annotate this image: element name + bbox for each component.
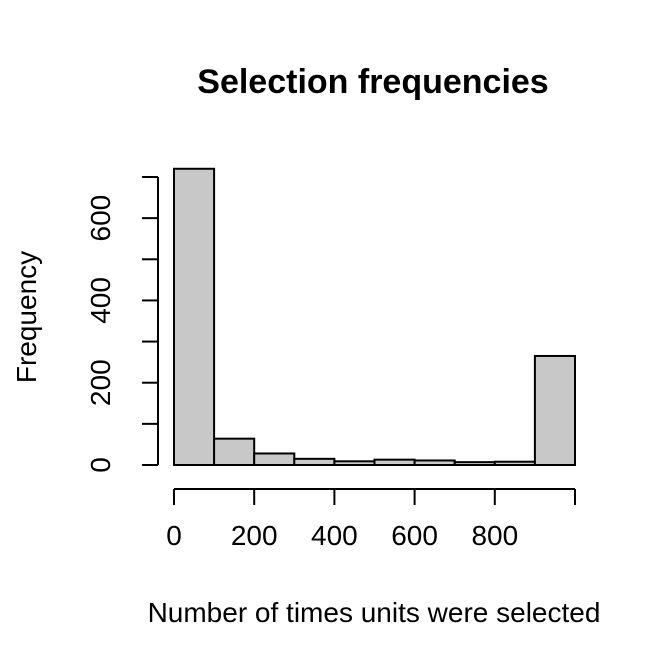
histogram-bar-1 — [213, 437, 256, 467]
x-tick-label: 400 — [311, 520, 358, 551]
histogram-bar-7 — [453, 461, 496, 466]
histogram-bar-9 — [533, 354, 577, 467]
x-tick-label: 200 — [231, 520, 278, 551]
histogram-bar-3 — [293, 457, 336, 467]
histogram-bar-2 — [253, 452, 296, 467]
x-axis: 0 200 400 600 800 — [166, 488, 576, 551]
y-axis-label: Frequency — [11, 251, 42, 383]
chart-title: Selection frequencies — [197, 63, 548, 101]
y-tick-label: 600 — [85, 195, 116, 242]
y-tick-label: 0 — [85, 457, 116, 473]
y-tick-label: 400 — [85, 277, 116, 324]
y-axis: 0 200 400 600 — [85, 176, 159, 473]
x-tick-label: 600 — [391, 520, 438, 551]
bars-group — [173, 167, 577, 467]
histogram-bar-4 — [333, 460, 376, 467]
x-tick-label: 800 — [471, 520, 518, 551]
x-tick-label: 0 — [166, 520, 182, 551]
histogram-bar-8 — [493, 460, 536, 466]
x-axis-label: Number of times units were selected — [148, 597, 601, 628]
histogram-bar-6 — [413, 459, 456, 466]
histogram-bar-5 — [373, 458, 416, 466]
histogram-bar-0 — [173, 167, 216, 466]
y-tick-label: 200 — [85, 359, 116, 406]
